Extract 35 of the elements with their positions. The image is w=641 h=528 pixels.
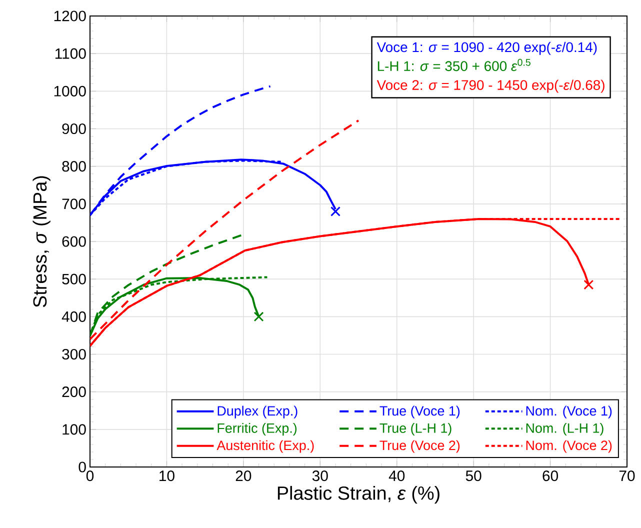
y-tick-label: 200: [62, 386, 86, 398]
y-tick-label: 300: [62, 348, 86, 360]
legend-label: Duplex (Exp.): [218, 406, 298, 418]
y-tick-label: 1000: [54, 86, 86, 96]
x-tick-label: 70: [619, 470, 635, 482]
annotation: L-H 1: σ = 350 + 600 ε$^{0.5}$: [378, 58, 530, 72]
legend-label: True (Voce 1): [380, 406, 460, 418]
y-tick-label: 700: [62, 198, 86, 210]
y-tick-label: 1100: [55, 48, 86, 59]
annotation: Voce 2: σ = 1790 - 1450 exp(-ε/0.68): [376, 80, 604, 93]
x-tick-label: 10: [160, 470, 174, 482]
x-tick-label: 0: [86, 470, 94, 482]
x-tick-label: 50: [466, 470, 482, 482]
legend-label: True (L-H 1): [380, 423, 452, 436]
legend-label: Nom. (L-H 1): [526, 423, 604, 436]
x-tick-label: 20: [236, 470, 252, 482]
legend-label: Nom. (Voce 2): [526, 440, 612, 453]
y-tick-label: 0: [78, 462, 86, 472]
legend-label: True (Voce 2): [380, 440, 460, 453]
y-tick-label: 500: [62, 274, 86, 284]
annotation: Voce 1: σ = 1090 - 420 exp(-ε/0.14): [376, 42, 597, 55]
legend-label: Austenitic (Exp.): [216, 440, 314, 453]
y-tick-label: 600: [62, 236, 86, 247]
x-tick-label: 60: [542, 470, 558, 482]
x-axis-title: Plastic Strain, ε (%): [278, 486, 440, 504]
x-tick-label: 40: [388, 470, 405, 482]
legend-label: Ferritic (Exp.): [218, 423, 297, 436]
y-tick-label: 100: [62, 424, 86, 435]
y-tick-label: 900: [62, 123, 86, 134]
legend-label: Nom. (Voce 1): [526, 406, 612, 418]
y-tick-label: 400: [62, 311, 86, 322]
y-tick-label: 1200: [54, 10, 86, 22]
y-tick-label: 800: [62, 161, 86, 172]
y-axis-title: Stress, σ (MPa): [32, 176, 50, 308]
x-tick-label: 30: [312, 470, 328, 482]
